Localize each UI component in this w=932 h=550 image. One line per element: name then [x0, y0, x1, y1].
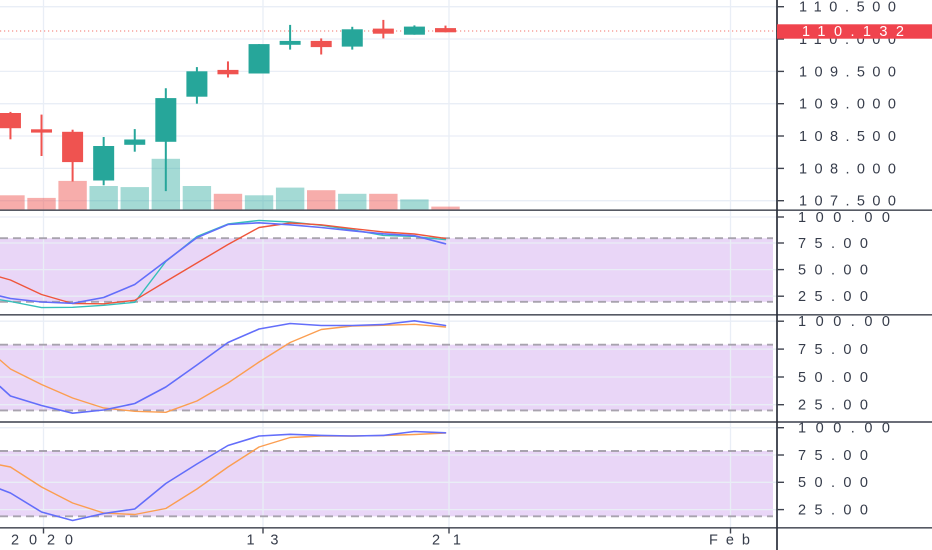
- svg-text:50.00: 50.00: [798, 475, 868, 491]
- svg-text:75.00: 75.00: [798, 236, 868, 252]
- svg-text:50.00: 50.00: [798, 263, 868, 279]
- svg-text:Feb: Feb: [709, 533, 750, 549]
- svg-text:75.00: 75.00: [798, 342, 868, 358]
- svg-text:25.00: 25.00: [798, 398, 868, 414]
- svg-text:75.00: 75.00: [798, 448, 868, 464]
- svg-text:50.00: 50.00: [798, 370, 868, 386]
- svg-text:25.00: 25.00: [798, 503, 868, 519]
- svg-text:25.00: 25.00: [798, 289, 868, 305]
